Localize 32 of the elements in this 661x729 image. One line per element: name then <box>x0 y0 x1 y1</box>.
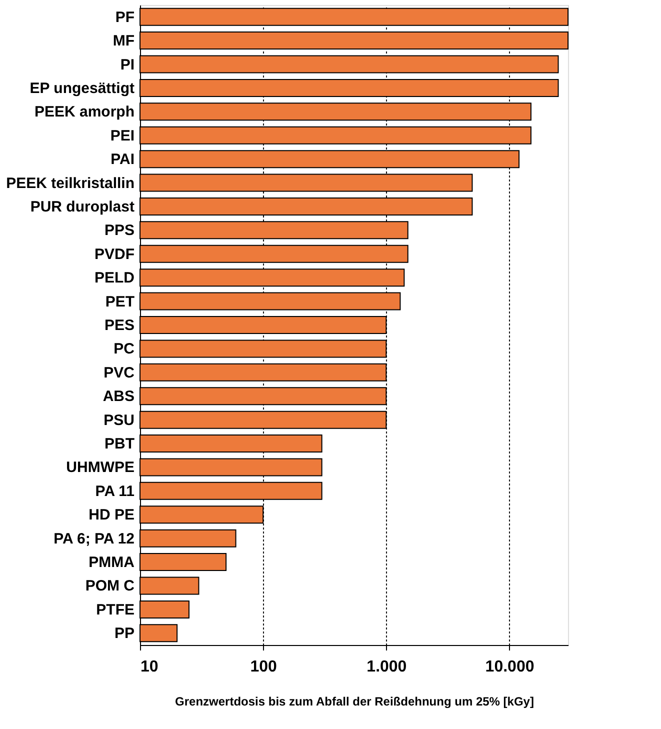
x-tick-label: 10.000 <box>485 658 534 676</box>
y-tick-label: MF <box>112 32 134 50</box>
y-tick-label: PEEK amorph <box>34 104 134 121</box>
y-tick-label: PEEK teilkristallin <box>6 174 134 192</box>
y-tick-label: PPS <box>104 222 134 240</box>
y-tick-label: PELD <box>94 270 135 287</box>
y-tick-label: PET <box>105 293 134 310</box>
y-tick-label: PF <box>115 8 134 26</box>
y-tick-label: PA 6; PA 12 <box>54 530 134 548</box>
y-tick-label: PMMA <box>88 554 135 572</box>
x-tick-label: 1.000 <box>366 658 407 676</box>
y-tick-label: PI <box>120 56 134 74</box>
y-tick-label: PSU <box>104 412 134 429</box>
y-tick-label: PC <box>114 340 135 358</box>
x-tick-label: 100 <box>250 658 278 676</box>
x-tick-label: 10 <box>140 658 158 676</box>
y-tick-label: PA 11 <box>95 482 134 500</box>
y-tick-label: PEI <box>110 127 134 144</box>
y-tick-label: UHMWPE <box>66 459 134 476</box>
y-tick-label: EP ungesättigt <box>30 80 134 97</box>
y-tick-label: PP <box>114 625 134 642</box>
y-tick-label: PVDF <box>94 246 134 263</box>
y-tick-label: HD PE <box>88 506 134 524</box>
y-tick-label: PBT <box>104 436 134 453</box>
y-tick-label: POM C <box>85 578 135 595</box>
y-tick-label: ABS <box>102 388 134 406</box>
x-axis-title: Grenzwertdosis bis zum Abfall der Reißdehnung um 25% [kGy] <box>175 694 534 708</box>
y-tick-label: PVC <box>104 364 135 382</box>
y-tick-label: PAI <box>110 151 134 168</box>
y-tick-label: PUR duroplast <box>30 198 134 216</box>
y-tick-label: PTFE <box>96 601 134 618</box>
y-tick-label: PES <box>104 317 134 334</box>
